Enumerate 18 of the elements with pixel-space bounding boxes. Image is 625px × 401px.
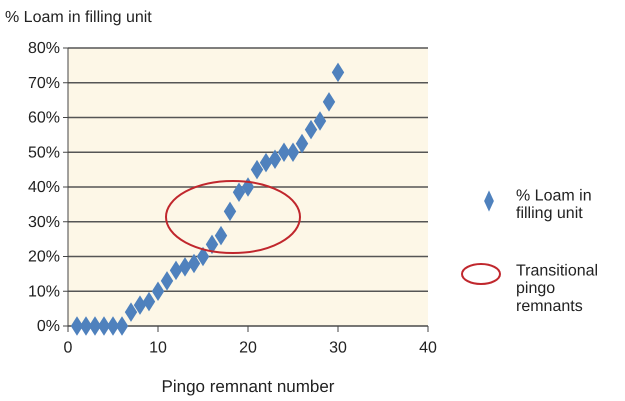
legend-label: % Loam in filling unit xyxy=(516,188,592,222)
y-tick-label: 60% xyxy=(28,110,60,127)
y-tick-label: 50% xyxy=(28,144,60,162)
x-tick-label: 40 xyxy=(419,340,437,357)
y-tick-label: 80% xyxy=(28,40,60,58)
y-tick-label: 10% xyxy=(28,283,60,300)
x-tick-label: 20 xyxy=(239,340,257,357)
y-tick-label: 70% xyxy=(28,74,60,92)
y-tick-label: 30% xyxy=(28,214,60,231)
x-tick-label: 0 xyxy=(64,340,73,357)
text: Transitional pingo remnants xyxy=(516,262,598,315)
x-axis-title: Pingo remnant number xyxy=(162,377,335,396)
x-tick-label: 10 xyxy=(149,340,167,357)
y-tick-label: 0% xyxy=(36,318,60,336)
y-tick-label: 40% xyxy=(28,179,60,196)
x-tick-label: 30 xyxy=(329,340,347,357)
y-axis-title: % Loam in filling unit xyxy=(5,9,152,26)
y-tick-label: 20% xyxy=(28,248,60,266)
